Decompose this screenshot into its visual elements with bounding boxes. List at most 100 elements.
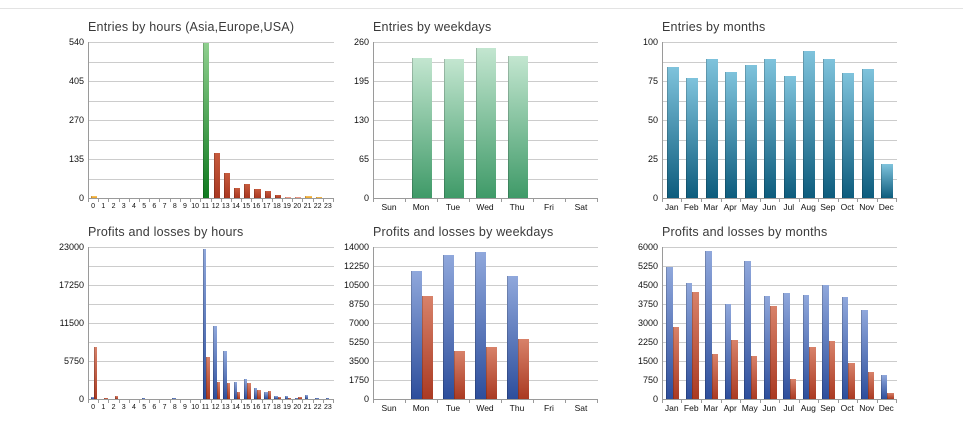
- x-category-label: 22: [313, 203, 322, 210]
- x-tick: [798, 400, 800, 403]
- y-tick-label: 750: [642, 375, 658, 385]
- profit-bar: [223, 351, 227, 399]
- x-category-label: Thu: [509, 202, 525, 212]
- profit-bar: [763, 296, 771, 399]
- x-category-label: 18: [272, 203, 281, 210]
- x-category-label: Feb: [683, 403, 699, 413]
- loss-bar: [887, 392, 894, 399]
- x-tick: [662, 199, 663, 202]
- profit-bar: [243, 378, 248, 399]
- x-tick: [108, 400, 110, 403]
- x-axis-labels: 0 1 2 3 4 5 6 7 8 9 10 11 12 13 14 15 16 17 18 19 20 21 22 23: [88, 399, 334, 415]
- x-category-label: 22: [313, 404, 322, 411]
- x-category-label: 5: [142, 404, 147, 411]
- x-tick: [230, 400, 232, 403]
- x-tick: [302, 400, 304, 403]
- y-tick-label: 270: [68, 115, 84, 125]
- profit-bar: [724, 303, 732, 399]
- x-category-label: Sun: [381, 202, 397, 212]
- entries-bar: [203, 42, 210, 198]
- y-tick-label: 405: [68, 76, 84, 86]
- gridline: [374, 42, 598, 43]
- entries-bar: [223, 173, 230, 198]
- x-category-label: 14: [232, 203, 240, 210]
- chart-title: Profits and losses by weekdays: [373, 225, 554, 239]
- x-category-label: 19: [283, 404, 291, 411]
- y-tick-label: 0: [363, 193, 369, 203]
- x-category-label: Sep: [820, 403, 836, 413]
- x-category-label: 9: [183, 203, 187, 210]
- x-category-label: Jul: [783, 202, 795, 212]
- x-tick: [98, 400, 100, 403]
- profit-bar: [90, 397, 95, 399]
- x-category-label: Dec: [878, 403, 894, 413]
- gridline: [663, 361, 897, 362]
- x-category-label: 2: [111, 404, 116, 411]
- loss-bar: [216, 382, 220, 399]
- loss-bar: [848, 362, 855, 399]
- loss-bar: [114, 396, 118, 399]
- gridline: [89, 380, 334, 381]
- x-category-label: 12: [211, 203, 220, 210]
- x-axis-labels: Jan Feb Mar Apr May Jun Jul Aug Sep Oct Nov Dec: [662, 399, 897, 415]
- y-tick-label: 25: [647, 154, 658, 164]
- profit-bar: [685, 282, 693, 399]
- profit-bar: [841, 296, 849, 399]
- profit-bar: [141, 397, 146, 399]
- x-category-label: Mar: [703, 202, 719, 212]
- x-tick: [817, 400, 819, 403]
- x-tick: [565, 199, 566, 202]
- x-tick: [118, 400, 120, 403]
- loss-bar: [731, 339, 738, 399]
- plot-area: [662, 42, 897, 199]
- x-tick: [88, 199, 89, 202]
- gridline: [89, 139, 334, 141]
- x-tick: [700, 199, 702, 202]
- x-category-label: 15: [242, 203, 251, 210]
- x-category-label: 2: [111, 203, 116, 210]
- x-category-label: 21: [303, 203, 312, 210]
- x-tick: [700, 400, 702, 403]
- y-axis-labels: 14000 12250 10500 8750 7000 5250 3500 1750 0: [333, 242, 369, 404]
- loss-bar: [267, 391, 271, 399]
- gridline: [89, 159, 334, 160]
- x-tick: [739, 400, 741, 403]
- y-tick-label: 65: [358, 154, 369, 164]
- gridline: [89, 342, 334, 343]
- x-category-label: 11: [201, 404, 210, 411]
- gridline: [89, 81, 334, 82]
- loss-bar: [750, 355, 758, 399]
- loss-bar: [298, 396, 302, 399]
- x-tick: [159, 199, 161, 202]
- x-tick: [220, 199, 222, 202]
- x-category-label: Aug: [800, 403, 816, 413]
- x-category-label: Sat: [574, 403, 588, 413]
- entries-bar: [686, 77, 699, 198]
- y-tick-label: 260: [353, 37, 369, 47]
- x-category-label: Mon: [412, 202, 430, 212]
- gridline: [89, 178, 334, 180]
- y-tick-label: 0: [652, 394, 658, 404]
- x-tick: [373, 199, 374, 202]
- loss-bar: [206, 356, 210, 399]
- x-category-label: 20: [293, 203, 302, 210]
- x-tick: [876, 400, 878, 403]
- entries-bar: [476, 48, 496, 198]
- x-category-label: Tue: [445, 403, 461, 413]
- gridline: [89, 323, 334, 324]
- gridline: [663, 159, 897, 160]
- x-tick: [98, 199, 100, 202]
- y-tick-label: 540: [68, 37, 84, 47]
- x-tick: [857, 199, 858, 202]
- x-category-label: 8: [172, 404, 177, 411]
- x-category-label: 4: [131, 404, 136, 411]
- x-category-label: 5: [142, 203, 147, 210]
- gridline: [89, 120, 334, 121]
- x-tick: [200, 400, 202, 403]
- page-divider: [0, 8, 963, 9]
- x-category-label: 23: [323, 203, 332, 210]
- entries-bar: [861, 68, 874, 198]
- chart-entries-by-months: Entries by months 100 75 50 25 0 Jan Feb Mar Ap…: [622, 20, 903, 216]
- entries-bar: [233, 187, 241, 198]
- x-tick: [501, 400, 502, 403]
